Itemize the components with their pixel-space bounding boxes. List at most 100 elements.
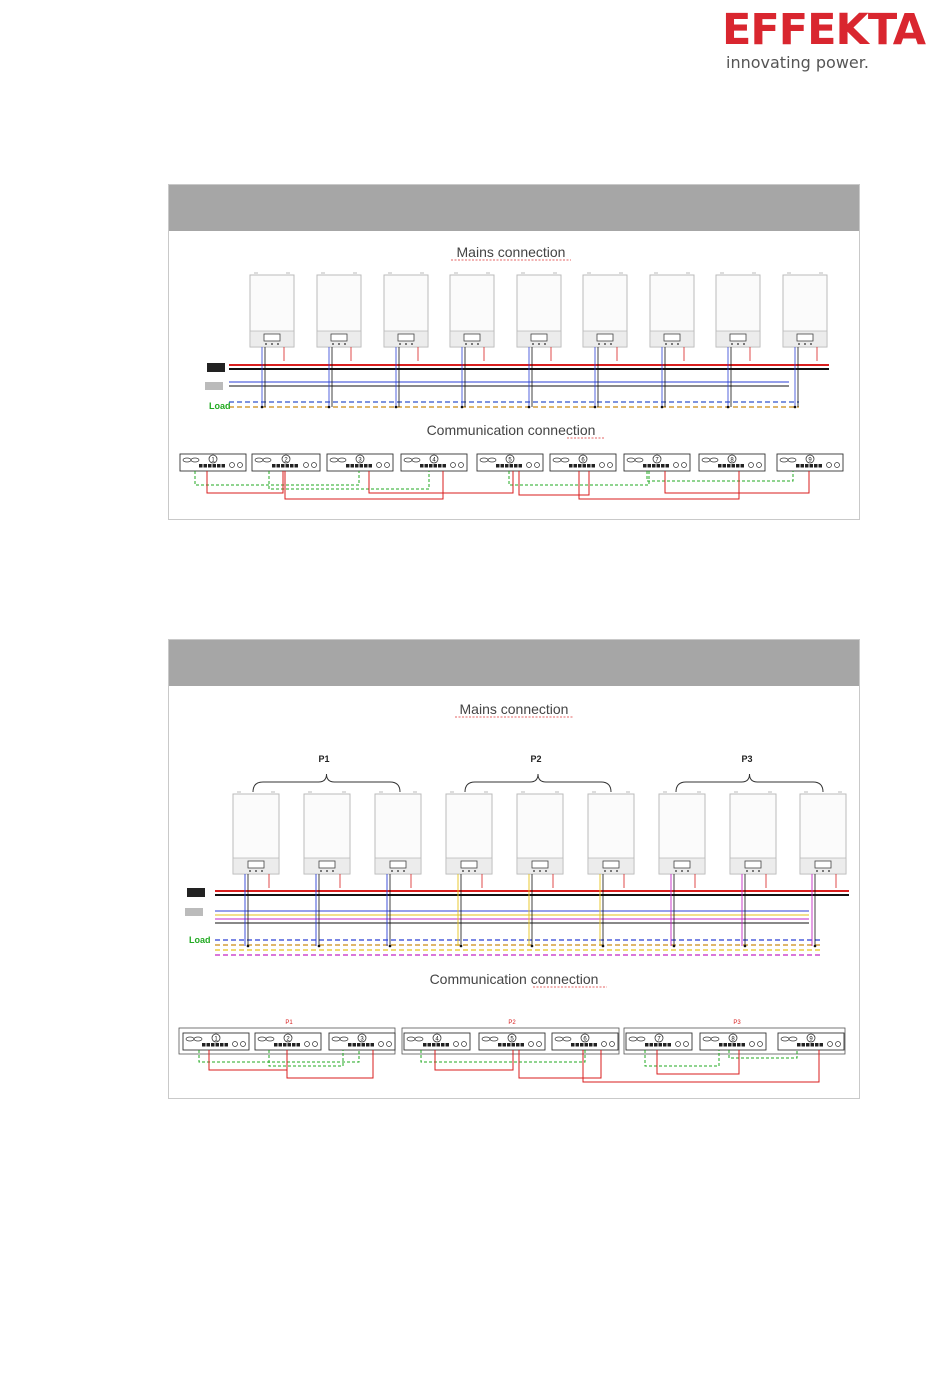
comm-port-icon	[414, 1036, 424, 1042]
comm-port-unit: 3	[328, 1032, 396, 1051]
junction-dot	[317, 944, 321, 948]
comm-terminal	[442, 464, 446, 468]
inverter-button	[810, 343, 812, 345]
inverter-button	[477, 343, 479, 345]
inverter-unit	[516, 791, 564, 875]
comm-group-label-p2: P2	[508, 1020, 516, 1026]
comm-terminal	[368, 464, 372, 468]
comm-terminal	[736, 464, 740, 468]
comm-wire	[656, 1050, 740, 1075]
inverter-foot	[379, 791, 383, 794]
comm-wire	[518, 471, 590, 496]
figure-body: Mains connection P1 P2 P3 Communication …	[169, 686, 859, 1098]
comm-knob	[386, 1041, 392, 1047]
inverter-display	[673, 860, 691, 869]
wiring-diagram-2: Mains connection P1 P2 P3 Communication …	[178, 701, 849, 1083]
comm-wire	[646, 471, 794, 482]
comm-knob	[312, 1041, 318, 1047]
comm-port-unit: 2	[251, 453, 321, 472]
inverter-foot	[697, 791, 701, 794]
comm-knob	[826, 462, 832, 468]
inverter-foot	[484, 791, 488, 794]
figure-single-phase: Mains connection Communication connectio…	[168, 184, 860, 520]
comm-terminal	[496, 464, 500, 468]
comm-terminal	[502, 1043, 506, 1047]
comm-terminal	[658, 1043, 662, 1047]
comm-knob	[681, 462, 687, 468]
inverter-foot	[254, 272, 258, 275]
comm-terminal	[737, 1043, 741, 1047]
inverter-button	[397, 870, 399, 872]
comm-terminal	[352, 1043, 356, 1047]
inverter-display	[460, 860, 478, 869]
inverter-foot	[734, 791, 738, 794]
comm-terminal	[355, 464, 359, 468]
comm-terminal	[424, 464, 428, 468]
comm-knob	[232, 1041, 238, 1047]
inverter-button	[532, 343, 534, 345]
load-label: Load	[189, 935, 211, 945]
inverter-button	[604, 870, 606, 872]
inverter-button	[405, 343, 407, 345]
comm-knob	[376, 462, 382, 468]
comm-wire	[286, 1050, 374, 1079]
inverter-button	[403, 870, 405, 872]
inverter-unit	[374, 791, 422, 875]
inverter-unit	[715, 272, 761, 348]
comm-port-unit: 5	[478, 1032, 546, 1051]
junction-dot	[327, 405, 331, 409]
comm-terminal	[346, 464, 350, 468]
comm-knob	[827, 1041, 833, 1047]
comm-terminal	[575, 1043, 579, 1047]
comm-terminal	[290, 464, 294, 468]
comm-terminal	[731, 464, 735, 468]
unit-number: 2	[284, 458, 288, 464]
junction-dot	[743, 944, 747, 948]
unit-number-badge	[652, 454, 662, 464]
comm-terminal	[591, 464, 595, 468]
comm-terminal	[500, 464, 504, 468]
comm-terminal	[445, 1043, 449, 1047]
inverter-button	[675, 870, 677, 872]
inverter-button	[332, 870, 334, 872]
inverter-button	[411, 343, 413, 345]
comm-terminal	[663, 1043, 667, 1047]
inverter-button	[261, 870, 263, 872]
inverter-display	[247, 860, 265, 869]
inverter-button	[545, 870, 547, 872]
inverter-button	[804, 343, 806, 345]
comm-terminal	[740, 464, 744, 468]
unit-number: 5	[508, 458, 512, 464]
inverter-unit	[799, 791, 847, 875]
comm-group-frame	[623, 1027, 846, 1055]
unit-number-badge	[654, 1033, 664, 1043]
comm-terminal	[573, 464, 577, 468]
comm-port-unit: 1	[182, 1032, 250, 1051]
inverter-button	[758, 870, 760, 872]
comm-terminal	[296, 1043, 300, 1047]
comm-group-label-p1: P1	[285, 1020, 293, 1026]
comm-terminal	[350, 464, 354, 468]
inverter-foot	[553, 272, 557, 275]
inverter-button	[277, 343, 279, 345]
inverter-button	[752, 870, 754, 872]
comm-terminal	[276, 464, 280, 468]
comm-port-icon	[339, 1036, 349, 1042]
inverter-unit	[316, 272, 362, 348]
comm-knob	[311, 462, 317, 468]
inverter-button	[265, 343, 267, 345]
comm-wire	[284, 471, 444, 500]
inverter-display	[330, 333, 348, 342]
comm-port-icon	[337, 457, 347, 463]
inverter-foot	[768, 791, 772, 794]
comm-terminal	[587, 464, 591, 468]
comm-terminal	[589, 1043, 593, 1047]
unit-number-badge	[727, 454, 737, 464]
inverter-display	[397, 333, 415, 342]
comm-terminal	[514, 464, 518, 468]
unit-number: 9	[809, 1037, 813, 1043]
comm-terminal	[516, 1043, 520, 1047]
comm-wire	[518, 1050, 602, 1079]
inverter-button	[743, 343, 745, 345]
comm-terminal	[278, 1043, 282, 1047]
